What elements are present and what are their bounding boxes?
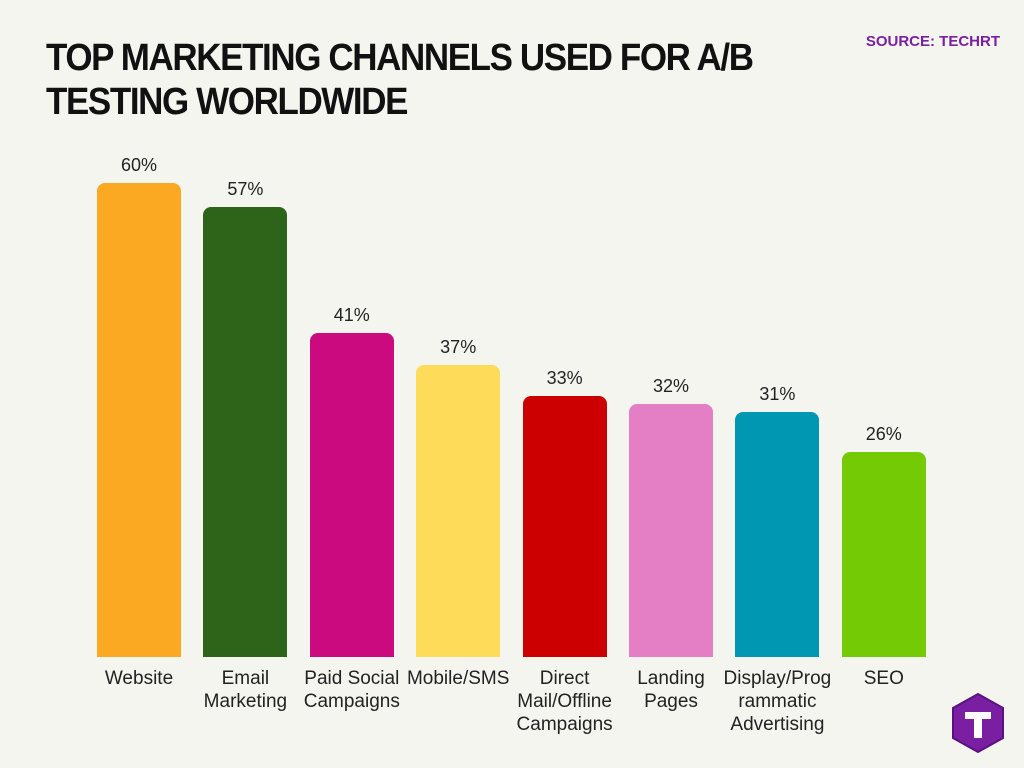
value-label: 32% xyxy=(652,376,690,397)
bar xyxy=(203,206,288,657)
bar xyxy=(416,364,501,657)
value-label: 33% xyxy=(546,368,583,389)
logo xyxy=(952,692,1004,754)
x-tick-label: Display/Programmatic Advertising xyxy=(723,668,832,735)
source: SOURCE: TECHRT xyxy=(865,33,1000,50)
value-label: 41% xyxy=(333,305,370,326)
value-label: 60% xyxy=(120,155,158,175)
bar xyxy=(522,396,607,657)
value-label: 26% xyxy=(865,423,902,444)
bar xyxy=(309,333,394,657)
x-tick-label: SEO xyxy=(863,668,904,689)
value-label: 31% xyxy=(759,384,796,405)
bar xyxy=(735,412,820,657)
bar xyxy=(629,404,713,657)
chart-title: TOP MARKETING CHANNELS USED FOR A/B TEST… xyxy=(46,37,754,123)
x-tick-label: Website xyxy=(104,668,174,689)
x-tick-label: Direct Mail/Offline Campaigns xyxy=(516,668,613,735)
x-tick-label: Paid Social Campaigns xyxy=(303,668,400,712)
value-label: 57% xyxy=(227,178,264,199)
x-tick-label: Email Marketing xyxy=(203,668,288,712)
x-tick-label: Landing Pages xyxy=(637,668,705,712)
bar xyxy=(841,451,926,657)
bar xyxy=(97,183,181,657)
x-tick-label: Mobile/SMS xyxy=(406,668,510,689)
value-label: 37% xyxy=(440,336,477,357)
